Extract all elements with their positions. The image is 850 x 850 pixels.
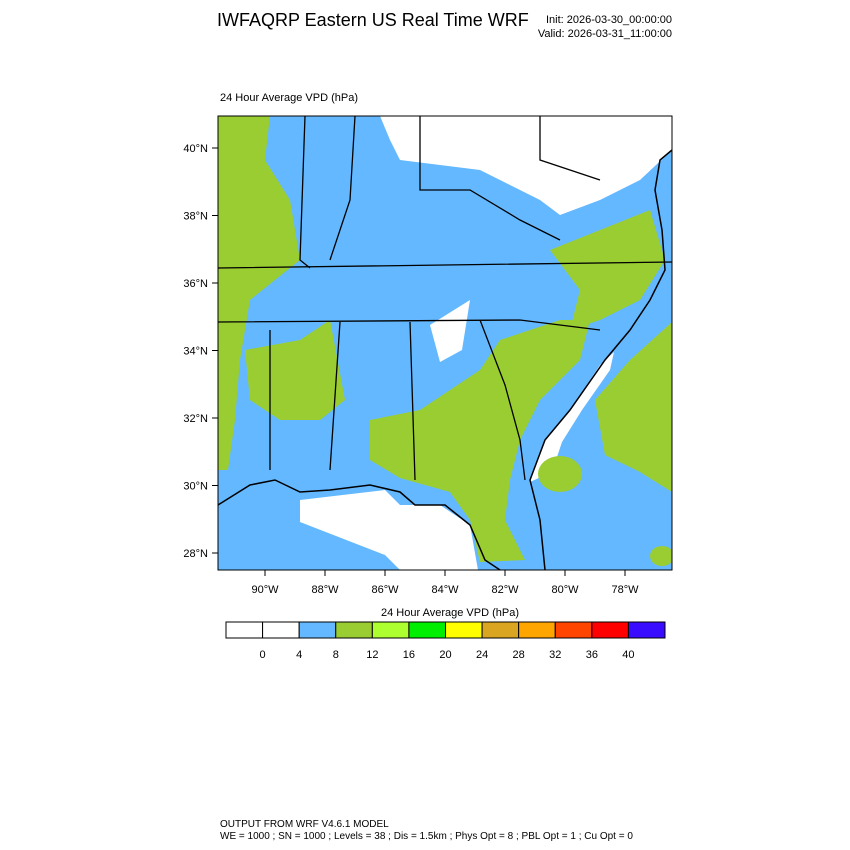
gulf-white bbox=[300, 490, 478, 570]
colorbar-label: 0 bbox=[260, 649, 266, 661]
colorbar-label: 20 bbox=[439, 649, 451, 661]
colorbar-box bbox=[481, 621, 520, 639]
colorbar-title: 24 Hour Average VPD (hPa) bbox=[381, 607, 519, 619]
ocean-green bbox=[538, 456, 582, 492]
lat-label: 36°N bbox=[183, 278, 208, 290]
colorbar-label: 24 bbox=[476, 649, 488, 661]
lon-label: 86°W bbox=[371, 584, 399, 596]
init-time: Init: 2026-03-30_00:00:00 bbox=[546, 14, 672, 26]
colorbar-box bbox=[298, 621, 337, 639]
colorbar-label: 32 bbox=[549, 649, 561, 661]
colorbar-label: 28 bbox=[513, 649, 525, 661]
coastline bbox=[218, 149, 672, 570]
lat-label: 30°N bbox=[183, 481, 208, 493]
lon-label: 88°W bbox=[311, 584, 339, 596]
field-white bbox=[380, 116, 672, 215]
field-white bbox=[430, 300, 470, 362]
lon-label: 90°W bbox=[251, 584, 279, 596]
colorbar-box bbox=[262, 621, 300, 639]
colorbar-label: 36 bbox=[586, 649, 598, 661]
colorbar-box bbox=[627, 621, 666, 639]
lat-label: 28°N bbox=[183, 548, 208, 560]
colorbar-label: 4 bbox=[296, 649, 302, 661]
colorbar-box bbox=[591, 621, 629, 639]
title: IWFAQRP Eastern US Real Time WRF bbox=[217, 10, 529, 30]
lat-label: 34°N bbox=[183, 346, 208, 358]
lon-label: 84°W bbox=[431, 584, 459, 596]
field-green bbox=[218, 116, 300, 470]
colorbar-label: 8 bbox=[333, 649, 339, 661]
footer-line: OUTPUT FROM WRF V4.6.1 MODEL bbox=[220, 819, 389, 830]
state-lines bbox=[218, 116, 672, 481]
lon-label: 82°W bbox=[491, 584, 519, 596]
colorbar-box bbox=[371, 621, 410, 639]
lon-label: 80°W bbox=[551, 584, 579, 596]
ocean-green bbox=[650, 546, 672, 566]
colorbar-box bbox=[225, 621, 264, 639]
colorbar-box bbox=[335, 621, 373, 639]
field-green bbox=[370, 320, 590, 562]
field-green bbox=[550, 210, 665, 330]
footer-line: WE = 1000 ; SN = 1000 ; Levels = 38 ; Di… bbox=[220, 831, 633, 842]
lat-label: 32°N bbox=[183, 413, 208, 425]
lat-label: 40°N bbox=[183, 143, 208, 155]
colorbar-label: 16 bbox=[403, 649, 415, 661]
colorbar-label: 12 bbox=[366, 649, 378, 661]
colorbar-label: 40 bbox=[622, 649, 634, 661]
colorbar-box bbox=[554, 621, 593, 639]
lat-label: 38°N bbox=[183, 211, 208, 223]
map-label: 24 Hour Average VPD (hPa) bbox=[220, 92, 358, 104]
ocean-green bbox=[595, 322, 672, 492]
lon-label: 78°W bbox=[611, 584, 639, 596]
colorbar-box bbox=[445, 621, 483, 639]
coastal-white bbox=[530, 352, 614, 482]
colorbar-box bbox=[518, 621, 556, 639]
valid-time: Valid: 2026-03-31_11:00:00 bbox=[538, 28, 672, 40]
colorbar-box bbox=[408, 621, 446, 639]
map-field bbox=[218, 116, 672, 570]
